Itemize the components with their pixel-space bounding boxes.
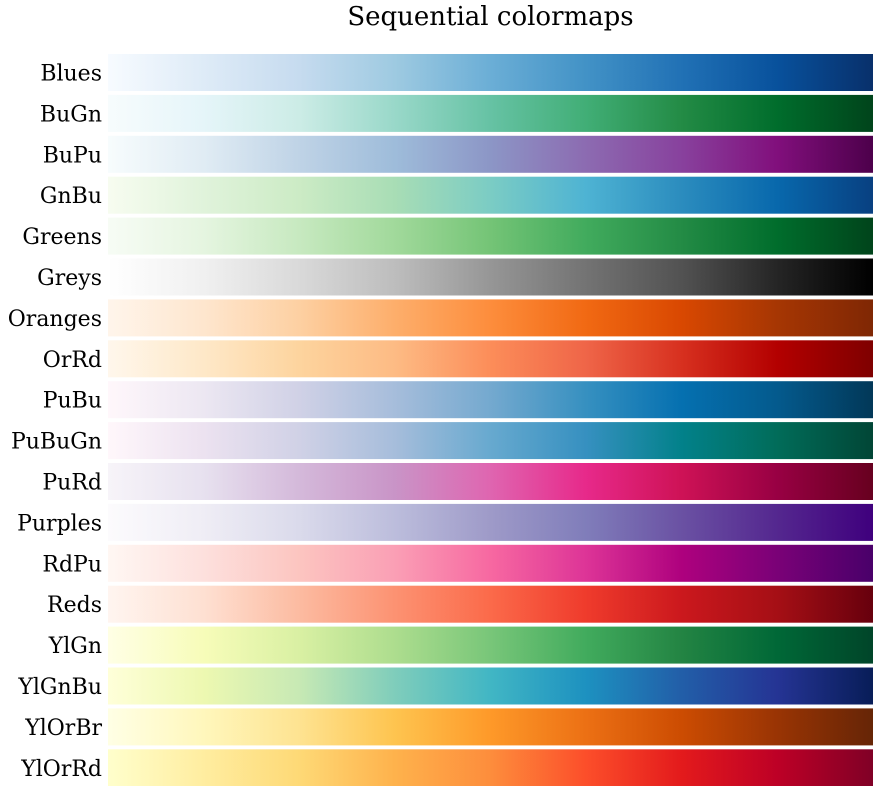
colormap-label: PuBu (43, 389, 102, 414)
colormap-gradient-bar (108, 463, 873, 500)
colormap-gradient-bar (108, 422, 873, 460)
colormap-label: Oranges (8, 307, 102, 332)
colormap-label: Greys (37, 266, 102, 291)
colormap-gradient-bar (108, 626, 873, 664)
colormap-label: RdPu (42, 552, 102, 577)
colormap-label: OrRd (43, 348, 102, 373)
colormap-gradient-bar (108, 503, 873, 541)
colormap-gradient-bar (108, 667, 873, 705)
colormap-row-greens: Greens (22, 217, 873, 255)
colormap-row-orrd: OrRd (43, 340, 873, 378)
colormap-label: YlOrRd (20, 757, 102, 782)
colormap-row-purd: PuRd (42, 463, 873, 500)
colormap-label: Greens (22, 225, 102, 250)
colormap-row-bupu: BuPu (43, 135, 873, 173)
colormap-row-blues: Blues (40, 54, 873, 91)
colormap-chart: Blues BuGn BuPu GnBu Greens Greys Oranges OrRd P… (8, 54, 873, 786)
colormap-label: BuGn (40, 102, 102, 127)
colormap-gradient-bar (108, 585, 873, 623)
colormap-gradient-bar (108, 94, 873, 132)
colormap-label: YlOrBr (24, 716, 102, 741)
colormap-gradient-bar (108, 54, 873, 91)
colormap-row-greys: Greys (37, 258, 873, 296)
colormap-gradient-bar (108, 135, 873, 173)
colormap-gradient-bar (108, 544, 873, 582)
colormap-label: GnBu (40, 184, 102, 209)
colormap-row-ylgn: YlGn (48, 626, 873, 664)
colormap-gradient-bar (108, 381, 873, 419)
colormap-gradient-bar (108, 217, 873, 255)
colormap-row-oranges: Oranges (8, 299, 873, 337)
chart-title: Sequential colormaps (347, 2, 634, 32)
colormap-row-pubu: PuBu (43, 381, 873, 419)
colormap-row-ylorbr: YlOrBr (24, 708, 873, 746)
colormap-row-ylorrd: YlOrRd (20, 749, 873, 786)
colormap-row-bugn: BuGn (40, 94, 873, 132)
colormap-row-reds: Reds (47, 585, 873, 623)
colormap-label: YlGn (48, 634, 102, 659)
colormap-row-ylgnbu: YlGnBu (17, 667, 873, 705)
colormap-gradient-bar (108, 258, 873, 296)
colormap-label: PuRd (42, 471, 102, 496)
colormap-label: Blues (40, 62, 102, 87)
colormap-row-rdpu: RdPu (42, 544, 873, 582)
colormap-row-pubugn: PuBuGn (11, 422, 873, 460)
colormap-label: BuPu (43, 143, 102, 168)
colormap-row-purples: Purples (17, 503, 873, 541)
colormap-label: PuBuGn (11, 430, 102, 455)
colormap-gradient-bar (108, 176, 873, 214)
colormap-label: Reds (47, 593, 102, 618)
colormap-gradient-bar (108, 708, 873, 746)
colormap-label: Purples (17, 511, 102, 536)
colormap-row-gnbu: GnBu (40, 176, 873, 214)
colormap-label: YlGnBu (17, 675, 102, 700)
colormap-gradient-bar (108, 299, 873, 337)
colormap-gradient-bar (108, 749, 873, 786)
colormap-gradient-bar (108, 340, 873, 378)
